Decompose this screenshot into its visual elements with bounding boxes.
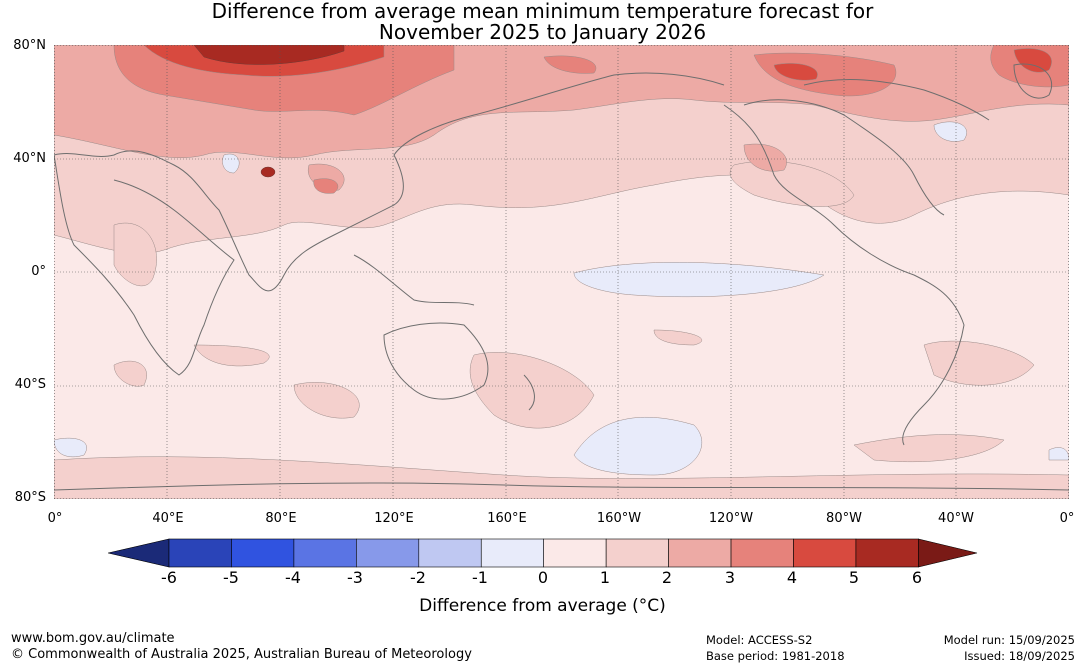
lon-label-160e: 160°E bbox=[487, 511, 527, 526]
colorbar-segment bbox=[231, 538, 295, 568]
lat-label-0: 0° bbox=[31, 264, 46, 279]
lat-label-80n: 80°N bbox=[13, 38, 46, 53]
temperature-anomaly-map bbox=[54, 45, 1069, 499]
colorbar bbox=[108, 538, 978, 568]
lat-label-40s: 40°S bbox=[14, 377, 46, 392]
colorbar-segment bbox=[293, 538, 357, 568]
colorbar-tick: 1 bbox=[599, 568, 611, 587]
lon-label-120w: 120°W bbox=[708, 511, 754, 526]
footer-copyright: © Commonwealth of Australia 2025, Austra… bbox=[11, 647, 472, 662]
lon-label-120e: 120°E bbox=[374, 511, 414, 526]
footer-url[interactable]: www.bom.gov.au/climate bbox=[11, 631, 175, 646]
colorbar-segment bbox=[543, 538, 607, 568]
colorbar-label: Difference from average (°C) bbox=[419, 596, 666, 616]
colorbar-tick: -3 bbox=[347, 568, 363, 587]
lon-label-160w: 160°W bbox=[596, 511, 642, 526]
colorbar-extend-low bbox=[108, 538, 170, 568]
issued-date: Issued: 18/09/2025 bbox=[964, 649, 1075, 663]
colorbar-segment bbox=[668, 538, 732, 568]
base-period: Base period: 1981-2018 bbox=[706, 649, 845, 663]
colorbar-tick: 6 bbox=[911, 568, 923, 587]
map-title-line-1: Difference from average mean minimum tem… bbox=[211, 0, 874, 23]
colorbar-segment bbox=[730, 538, 794, 568]
colorbar-tick: -1 bbox=[472, 568, 488, 587]
colorbar-tick: 4 bbox=[786, 568, 798, 587]
model-name: Model: ACCESS-S2 bbox=[706, 633, 813, 647]
colorbar-segment bbox=[855, 538, 919, 568]
colorbar-extend-high bbox=[918, 538, 978, 568]
lon-label-80e: 80°E bbox=[265, 511, 297, 526]
colorbar-segment bbox=[480, 538, 545, 568]
lon-label-40e: 40°E bbox=[152, 511, 184, 526]
lat-label-80s: 80°S bbox=[14, 490, 46, 505]
colorbar-tick: 3 bbox=[724, 568, 736, 587]
colorbar-segment bbox=[356, 538, 420, 568]
colorbar-tick: 5 bbox=[848, 568, 860, 587]
colorbar-tick: -2 bbox=[410, 568, 426, 587]
colorbar-segment bbox=[168, 538, 232, 568]
colorbar-segment bbox=[418, 538, 482, 568]
model-run-date: Model run: 15/09/2025 bbox=[943, 633, 1075, 647]
colorbar-segment bbox=[605, 538, 669, 568]
colorbar-segment bbox=[793, 538, 857, 568]
lon-label-80w: 80°W bbox=[826, 511, 862, 526]
colorbar-tick: -6 bbox=[161, 568, 177, 587]
colorbar-tick: -5 bbox=[223, 568, 239, 587]
lon-label-0-right: 0° bbox=[1059, 511, 1075, 526]
colorbar-tick: 0 bbox=[537, 568, 549, 587]
colorbar-tick: -4 bbox=[285, 568, 301, 587]
lon-label-0-left: 0° bbox=[47, 511, 63, 526]
lat-label-40n: 40°N bbox=[13, 151, 46, 166]
map-title-line-2: November 2025 to January 2026 bbox=[378, 20, 707, 44]
colorbar-tick: 2 bbox=[661, 568, 673, 587]
lon-label-40w: 40°W bbox=[938, 511, 974, 526]
